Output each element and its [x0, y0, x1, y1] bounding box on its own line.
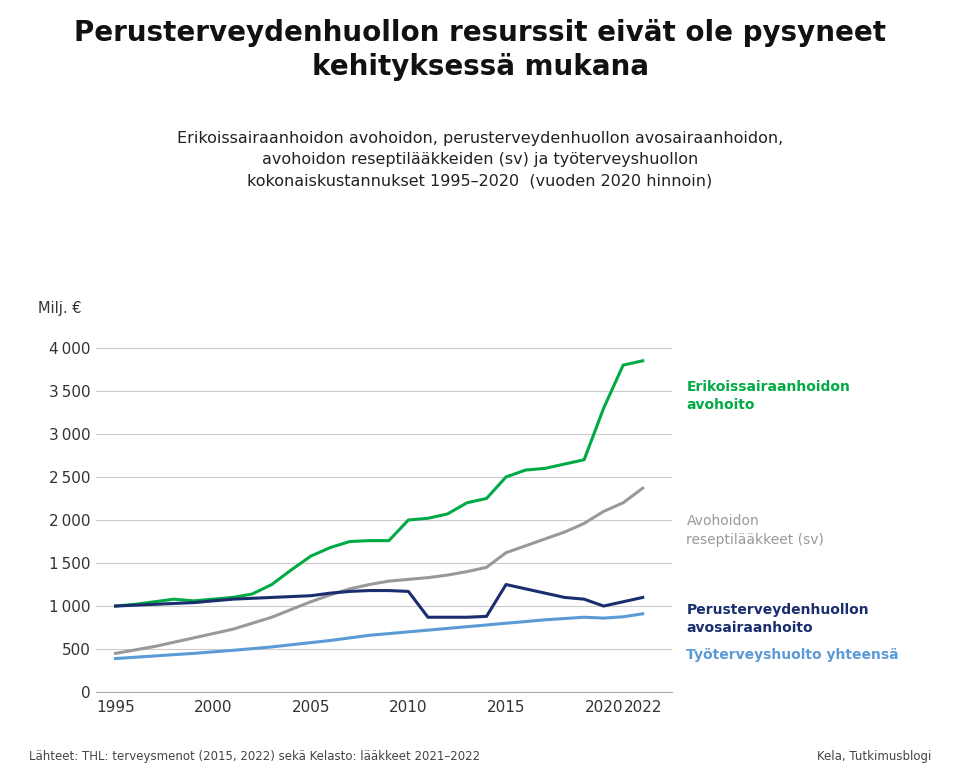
Text: Perusterveydenhuollon resurssit eivät ole pysyneet
kehityksessä mukana: Perusterveydenhuollon resurssit eivät ol… [74, 19, 886, 81]
Text: Erikoissairaanhoidon avohoidon, perusterveydenhuollon avosairaanhoidon,
avohoido: Erikoissairaanhoidon avohoidon, peruster… [177, 131, 783, 189]
Text: Perusterveydenhuollon
avosairaanhoito: Perusterveydenhuollon avosairaanhoito [686, 603, 869, 635]
Text: Milj. €: Milj. € [38, 301, 82, 316]
Text: Työterveyshuolto yhteensä: Työterveyshuolto yhteensä [686, 648, 899, 662]
Text: Erikoissairaanhoidon
avohoito: Erikoissairaanhoidon avohoito [686, 380, 851, 412]
Text: Avohoidon
reseptilääkkeet (sv): Avohoidon reseptilääkkeet (sv) [686, 514, 825, 547]
Text: Kela, Tutkimusblogi: Kela, Tutkimusblogi [817, 750, 931, 763]
Text: Lähteet: THL: terveysmenot (2015, 2022) sekä Kelasto: lääkkeet 2021–2022: Lähteet: THL: terveysmenot (2015, 2022) … [29, 750, 480, 763]
